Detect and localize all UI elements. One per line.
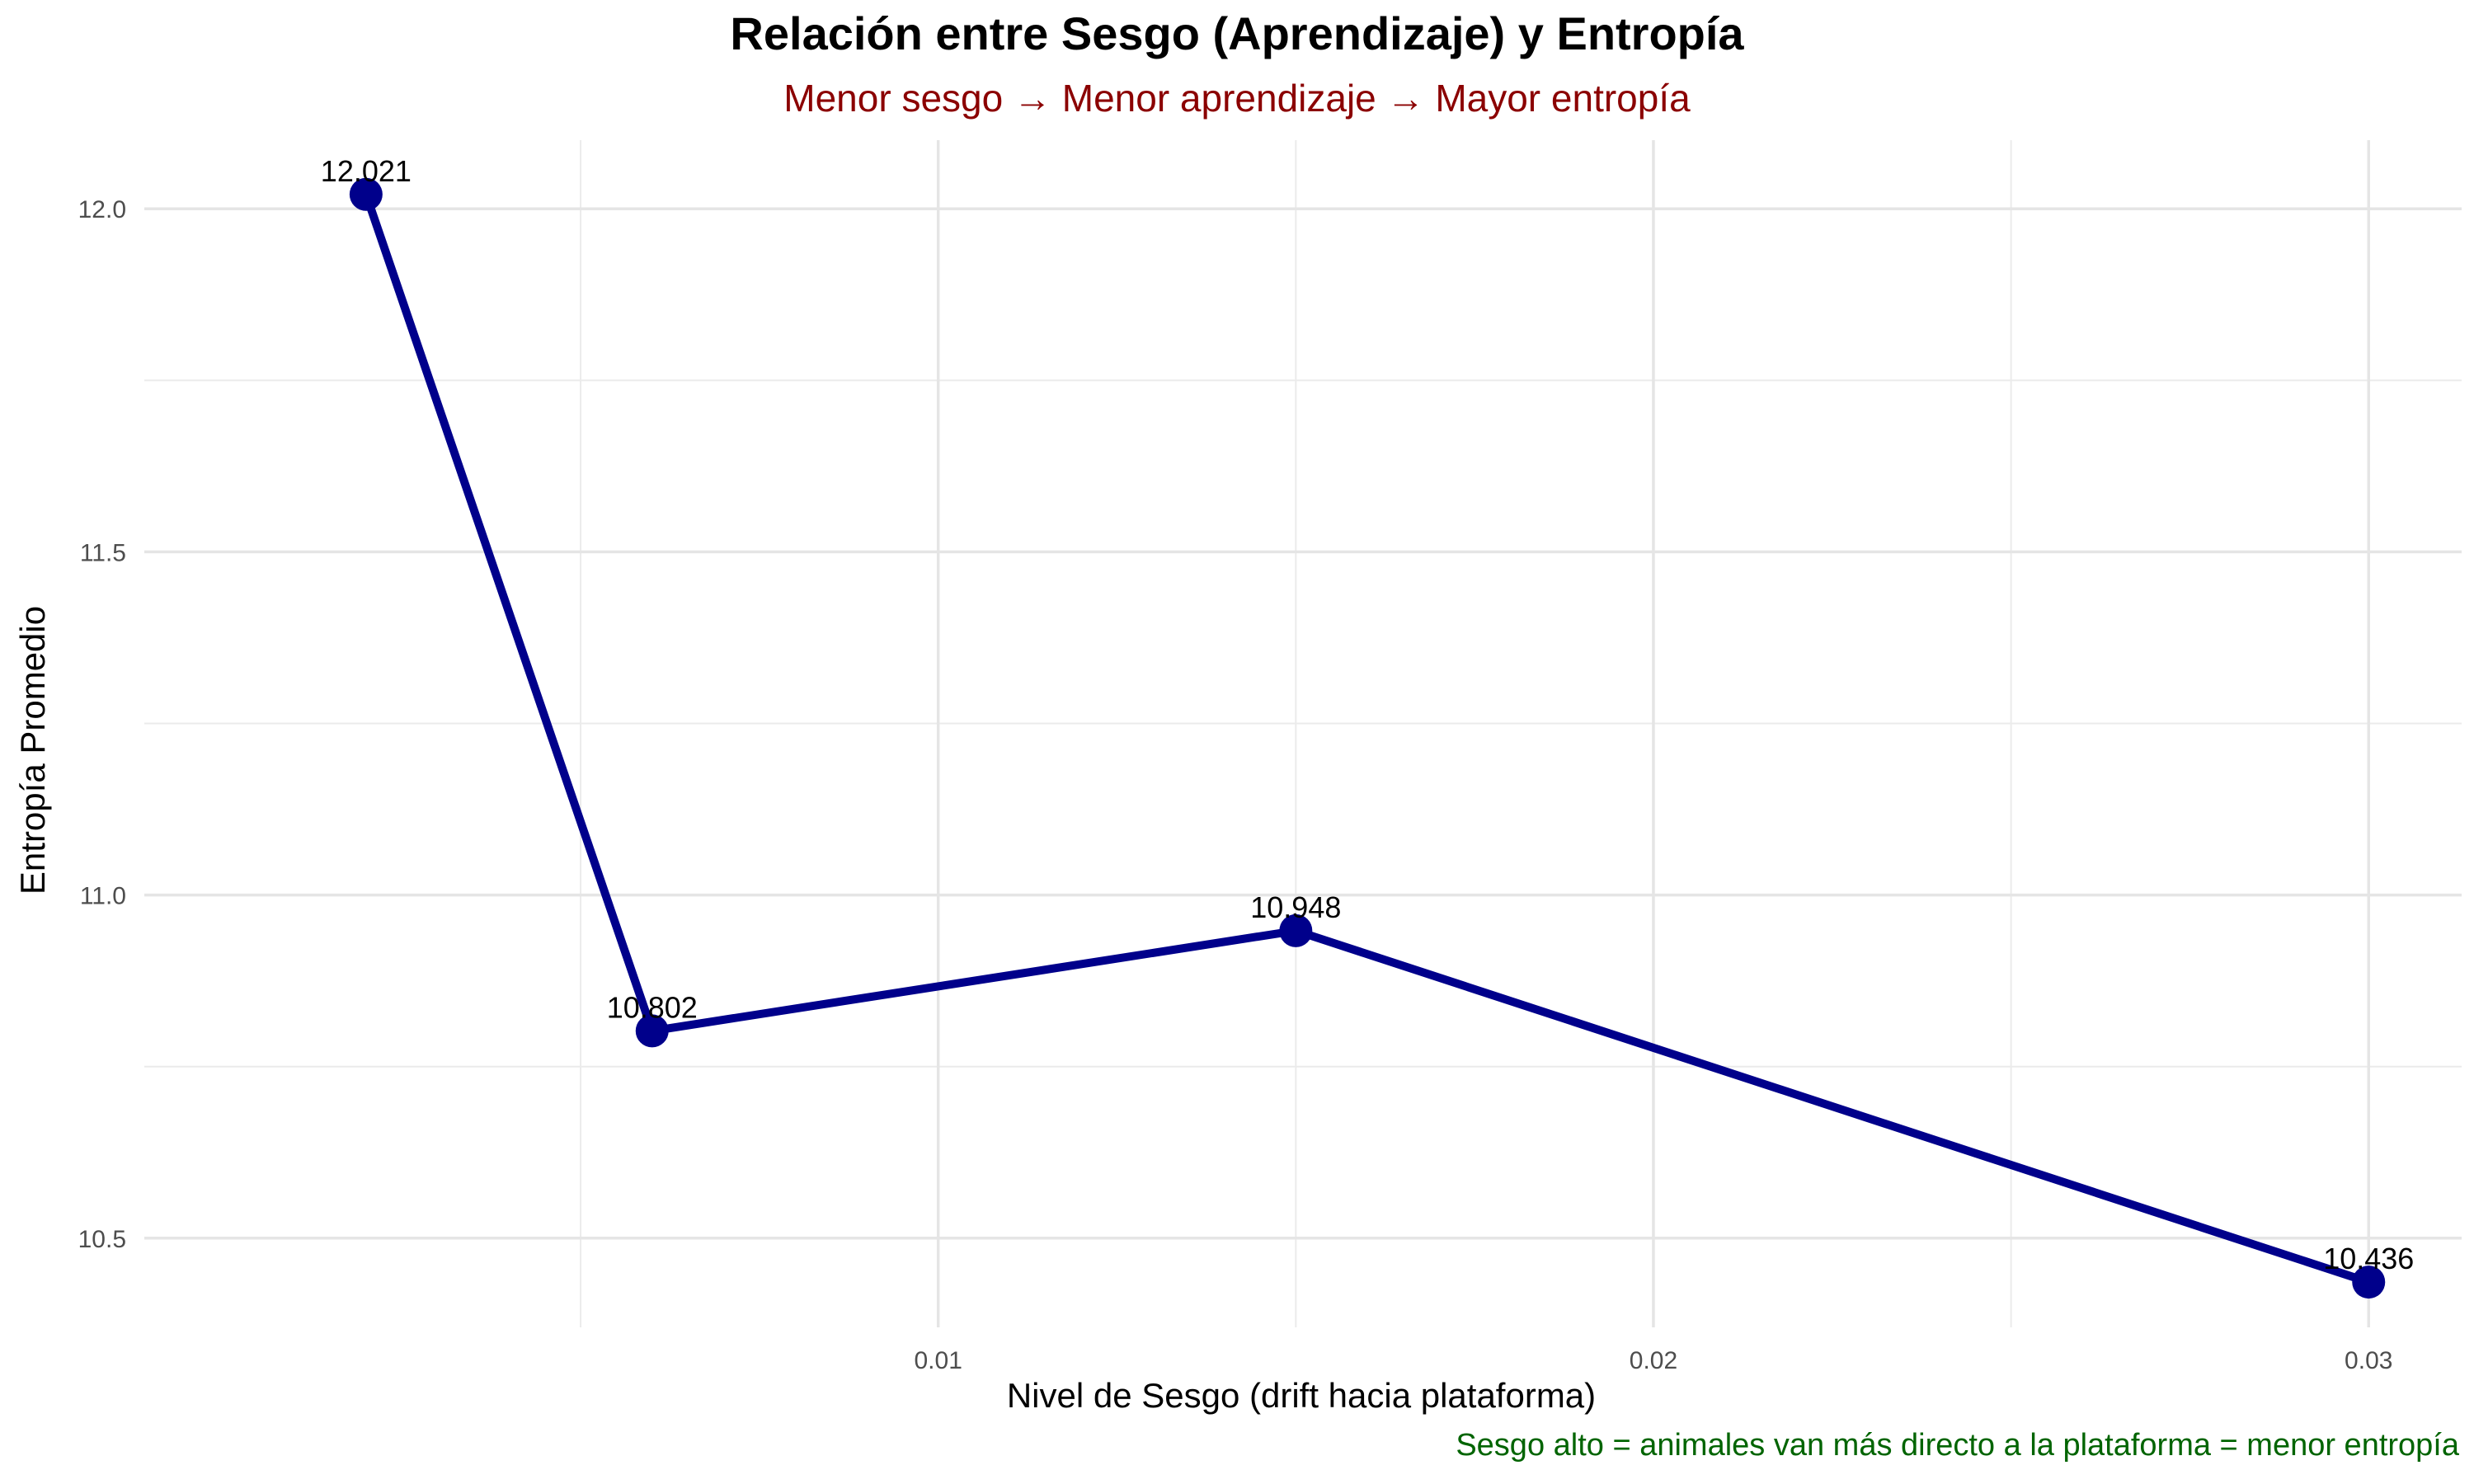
data-point-0 — [349, 177, 383, 211]
data-point-3 — [2352, 1266, 2386, 1299]
data-label-2: 10.948 — [1250, 890, 1341, 924]
data-point-2 — [1279, 913, 1313, 947]
y-tick-label-2: 11.5 — [80, 539, 126, 566]
data-label-3: 10.436 — [2323, 1242, 2414, 1275]
grid-major — [144, 140, 2462, 1327]
x-tick-label-0: 0.01 — [914, 1347, 962, 1374]
data-labels: 12.021 10.802 10.948 10.436 — [321, 154, 2415, 1275]
chart-subtitle: Menor sesgo → Menor aprendizaje → Mayor … — [783, 77, 1691, 120]
data-label-0: 12.021 — [321, 154, 412, 188]
x-axis-ticks: 0.01 0.02 0.03 — [914, 1347, 2392, 1374]
grid-minor — [144, 140, 2462, 1327]
series-line — [361, 190, 2373, 1287]
y-tick-label-1: 11.0 — [80, 883, 126, 910]
x-axis-title: Nivel de Sesgo (drift hacia plataforma) — [1007, 1376, 1596, 1415]
y-tick-label-0: 10.5 — [78, 1226, 126, 1253]
y-axis-ticks: 10.5 11.0 11.5 12.0 — [78, 196, 126, 1253]
x-tick-label-2: 0.03 — [2345, 1347, 2392, 1374]
y-axis-title: Entropía Promedio — [13, 606, 52, 895]
series-points — [349, 177, 2386, 1299]
x-tick-label-1: 0.02 — [1630, 1347, 1677, 1374]
data-label-1: 10.802 — [607, 990, 698, 1024]
series-polyline — [361, 190, 2373, 1287]
data-point-1 — [635, 1014, 669, 1048]
y-tick-label-3: 12.0 — [78, 196, 126, 223]
chart-title: Relación entre Sesgo (Aprendizaje) y Ent… — [730, 7, 1744, 59]
chart-caption: Sesgo alto = animales van más directo a … — [1456, 1428, 2459, 1463]
